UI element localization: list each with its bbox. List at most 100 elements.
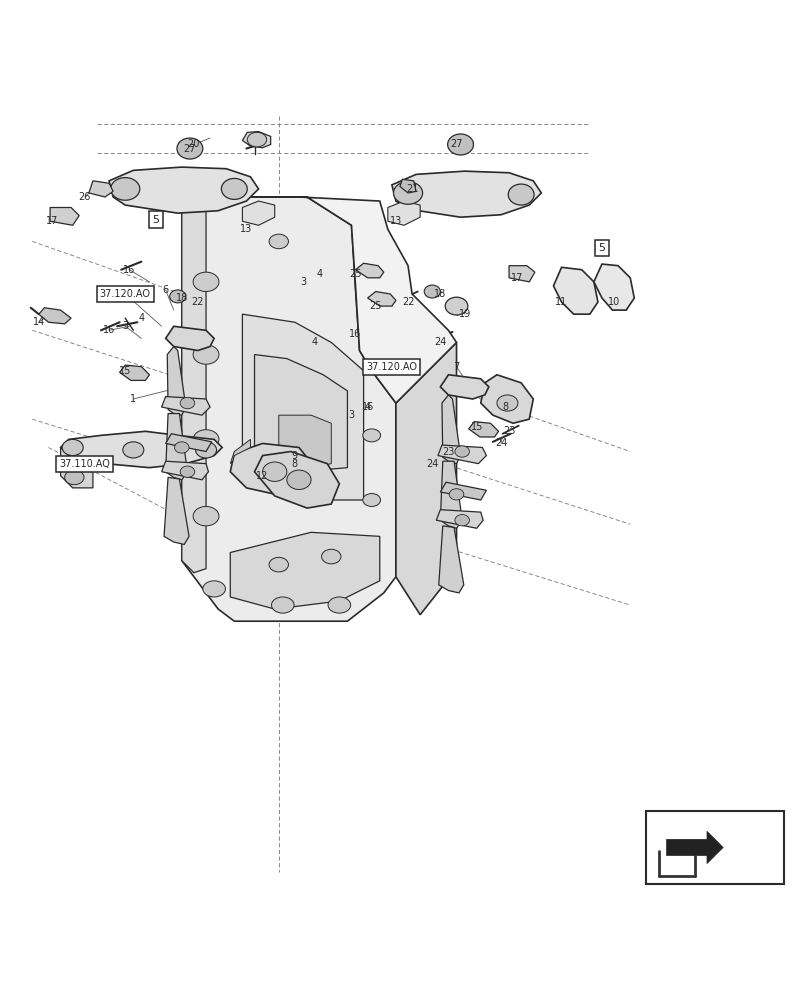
Text: 12: 12 (256, 471, 269, 481)
Polygon shape (440, 461, 462, 528)
Text: 3: 3 (300, 277, 306, 287)
Text: 19: 19 (458, 309, 471, 319)
Polygon shape (39, 308, 71, 324)
Ellipse shape (287, 470, 311, 489)
Polygon shape (230, 443, 315, 496)
Polygon shape (120, 365, 149, 380)
Polygon shape (440, 375, 489, 399)
Polygon shape (439, 526, 464, 593)
Text: 23: 23 (503, 426, 516, 436)
Ellipse shape (203, 581, 225, 597)
Polygon shape (182, 201, 206, 573)
Polygon shape (166, 414, 187, 480)
Text: 13: 13 (240, 224, 253, 234)
Ellipse shape (193, 430, 219, 449)
Ellipse shape (448, 134, 473, 155)
Polygon shape (396, 342, 457, 615)
Text: 25: 25 (369, 301, 382, 311)
Text: 9: 9 (292, 451, 298, 461)
Text: 1: 1 (130, 394, 137, 404)
Text: 24: 24 (434, 337, 447, 347)
Ellipse shape (175, 442, 189, 453)
Text: 18: 18 (175, 293, 188, 303)
Polygon shape (255, 355, 347, 472)
Text: 8: 8 (502, 402, 508, 412)
Text: 18: 18 (434, 289, 447, 299)
Ellipse shape (196, 442, 217, 458)
Text: 27: 27 (183, 144, 196, 154)
Polygon shape (162, 397, 210, 415)
Polygon shape (279, 415, 331, 468)
Polygon shape (250, 197, 457, 403)
Text: 4: 4 (312, 337, 318, 347)
Polygon shape (242, 201, 275, 225)
Text: 26: 26 (78, 192, 91, 202)
Text: 5: 5 (599, 243, 605, 253)
Polygon shape (442, 395, 461, 464)
Ellipse shape (445, 297, 468, 315)
Ellipse shape (263, 462, 287, 481)
Text: 21: 21 (406, 184, 419, 194)
Ellipse shape (449, 489, 464, 500)
Text: 14: 14 (32, 317, 45, 327)
Text: 37.120.AO: 37.120.AO (366, 362, 418, 372)
Ellipse shape (65, 470, 84, 485)
Polygon shape (89, 181, 113, 197)
Ellipse shape (177, 138, 203, 159)
Text: 23: 23 (442, 447, 455, 457)
Text: 2: 2 (69, 459, 76, 469)
Polygon shape (166, 326, 214, 351)
Ellipse shape (247, 132, 267, 147)
Ellipse shape (269, 234, 288, 249)
Text: 37.110.AQ: 37.110.AQ (60, 459, 110, 469)
Polygon shape (594, 264, 634, 310)
Text: 16: 16 (103, 325, 116, 335)
Ellipse shape (193, 506, 219, 526)
Ellipse shape (508, 184, 534, 205)
Text: 22: 22 (191, 297, 204, 307)
Polygon shape (61, 431, 222, 468)
Text: 17: 17 (46, 216, 59, 226)
Ellipse shape (455, 515, 469, 526)
Text: 6: 6 (162, 285, 169, 295)
Bar (646, 811, 784, 884)
Polygon shape (553, 267, 598, 314)
Text: 4: 4 (316, 269, 322, 279)
Ellipse shape (221, 178, 247, 199)
Polygon shape (242, 132, 271, 148)
Polygon shape (167, 346, 186, 415)
Ellipse shape (193, 272, 219, 292)
Ellipse shape (62, 439, 83, 456)
Ellipse shape (170, 290, 186, 303)
Text: 7: 7 (453, 362, 460, 372)
Ellipse shape (271, 597, 294, 613)
Text: 8: 8 (292, 459, 298, 469)
Polygon shape (438, 445, 486, 464)
Polygon shape (182, 197, 396, 621)
Polygon shape (436, 510, 483, 528)
Ellipse shape (322, 549, 341, 564)
Ellipse shape (363, 494, 381, 506)
Polygon shape (230, 532, 380, 609)
Polygon shape (164, 477, 189, 544)
Text: 5: 5 (599, 245, 605, 255)
Polygon shape (166, 434, 212, 452)
Text: 27: 27 (450, 139, 463, 149)
Text: 15: 15 (470, 422, 483, 432)
Ellipse shape (180, 466, 195, 477)
Polygon shape (469, 422, 499, 437)
Ellipse shape (193, 345, 219, 364)
Polygon shape (440, 482, 486, 500)
Text: 24: 24 (494, 438, 507, 448)
Polygon shape (392, 171, 541, 217)
Polygon shape (242, 314, 364, 500)
Text: 4: 4 (138, 313, 145, 323)
Ellipse shape (424, 285, 440, 298)
Text: 17: 17 (511, 273, 524, 283)
Polygon shape (162, 461, 208, 480)
Polygon shape (109, 167, 259, 213)
Text: 37.120.AO: 37.120.AO (99, 289, 151, 299)
Polygon shape (61, 447, 93, 488)
Polygon shape (388, 201, 420, 225)
Polygon shape (481, 375, 533, 423)
